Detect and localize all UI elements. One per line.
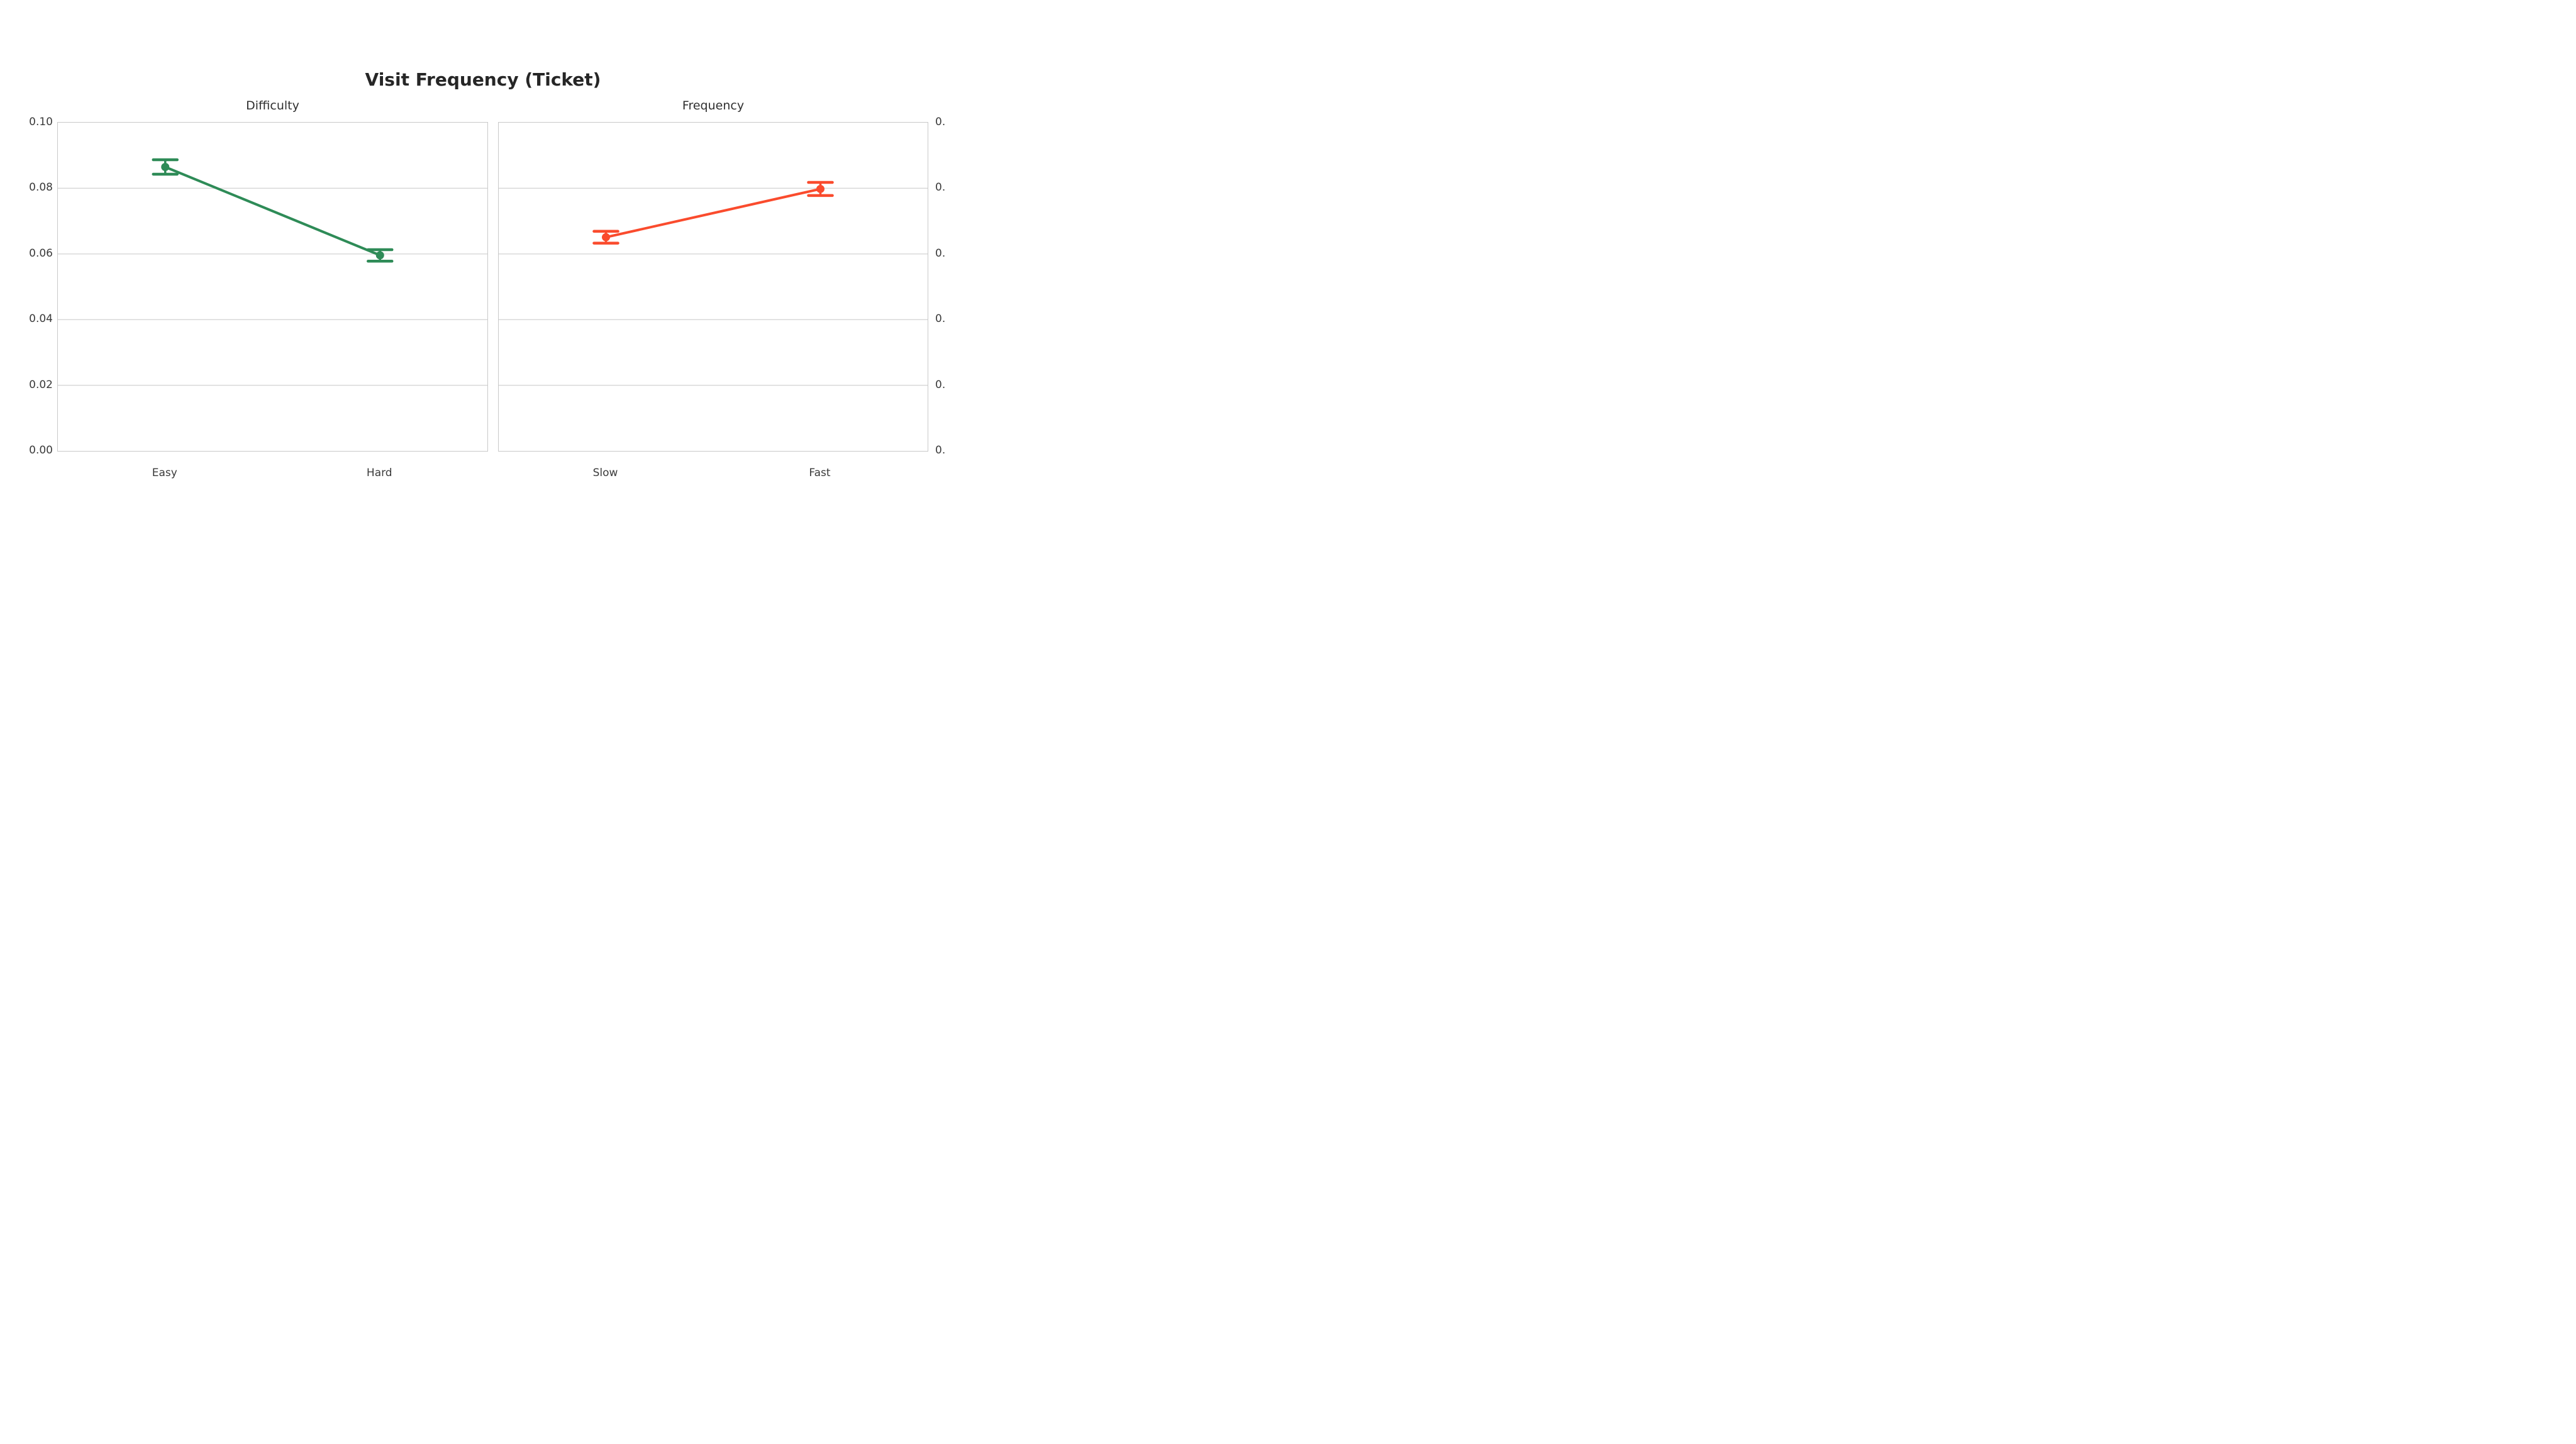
figure: Visit Frequency (Ticket) Difficulty Freq… [0,0,966,542]
y-tick-label: 0.02 [29,378,53,391]
subplot-title-frequency: Frequency [682,99,745,113]
y-tick-label: 0. [935,378,946,391]
figure-title: Visit Frequency (Ticket) [365,69,601,90]
x-tick-label-fast: Fast [809,467,831,479]
y-tick-label: 0. [935,247,946,260]
y-tick-label: 0.04 [29,313,53,326]
x-tick-label-hard: Hard [366,467,392,479]
data-point-marker [602,233,610,242]
difficulty-plot-canvas [58,158,487,386]
plot-area-difficulty [57,122,488,452]
y-tick-label: 0.08 [29,181,53,194]
series-line [164,165,381,257]
y-tick-label: 0. [935,444,946,457]
y-tick-label: 0.06 [29,247,53,260]
y-tick-label: 0. [935,116,946,128]
x-tick-label-slow: Slow [592,467,618,479]
data-point-marker [375,251,384,260]
y-tick-label: 0. [935,313,946,326]
subplot-title-difficulty: Difficulty [246,99,299,113]
data-point-marker [161,162,170,171]
data-point-marker [816,184,824,193]
plot-area-frequency [498,122,928,452]
y-tick-label: 0.10 [29,116,53,128]
x-tick-label-easy: Easy [152,467,177,479]
frequency-plot-canvas [499,181,928,386]
series-line [606,187,821,239]
y-tick-label: 0.00 [29,444,53,457]
y-tick-label: 0. [935,181,946,194]
